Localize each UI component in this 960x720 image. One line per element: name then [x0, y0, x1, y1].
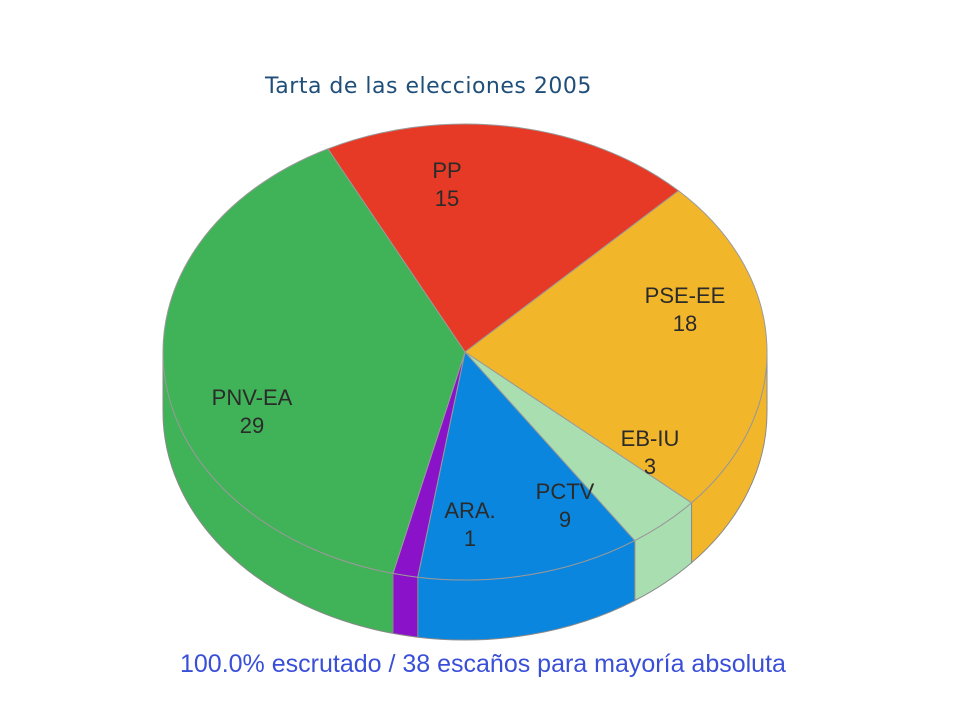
- pie-slice-pse-ee: [464, 190, 768, 504]
- pie-top: [162, 123, 768, 581]
- slice-value-pctv: 9: [559, 507, 571, 532]
- slice-label-eb-iu: EB-IU: [621, 426, 680, 451]
- chart-title: Tarta de las elecciones 2005: [265, 74, 592, 99]
- slice-value-pnv-ea: 29: [240, 413, 264, 438]
- slice-label-pp: PP: [432, 158, 461, 183]
- slice-value-pp: 15: [435, 186, 459, 211]
- pie-slice-pctv: [417, 350, 636, 581]
- slice-value-eb-iu: 3: [644, 454, 656, 479]
- slice-label-ara: ARA.: [444, 498, 495, 523]
- slice-label-pse-ee: PSE-EE: [645, 283, 726, 308]
- slice-label-pctv: PCTV: [536, 479, 595, 504]
- chart-footer: 100.0% escrutado / 38 escaños para mayor…: [180, 650, 786, 678]
- pie-slice-pp: [327, 123, 680, 353]
- slice-value-ara: 1: [464, 526, 476, 551]
- pie-slice-pnv-ea: [162, 148, 466, 574]
- slice-label-pnv-ea: PNV-EA: [212, 385, 293, 410]
- pie-side-ara: [392, 572, 419, 638]
- pie-side-walls: [162, 351, 768, 641]
- pie-labels: PP 15 PSE-EE 18 EB-IU 3 PCTV 9 ARA. 1 PNV-EA 29: [212, 158, 726, 551]
- slice-value-pse-ee: 18: [673, 311, 697, 336]
